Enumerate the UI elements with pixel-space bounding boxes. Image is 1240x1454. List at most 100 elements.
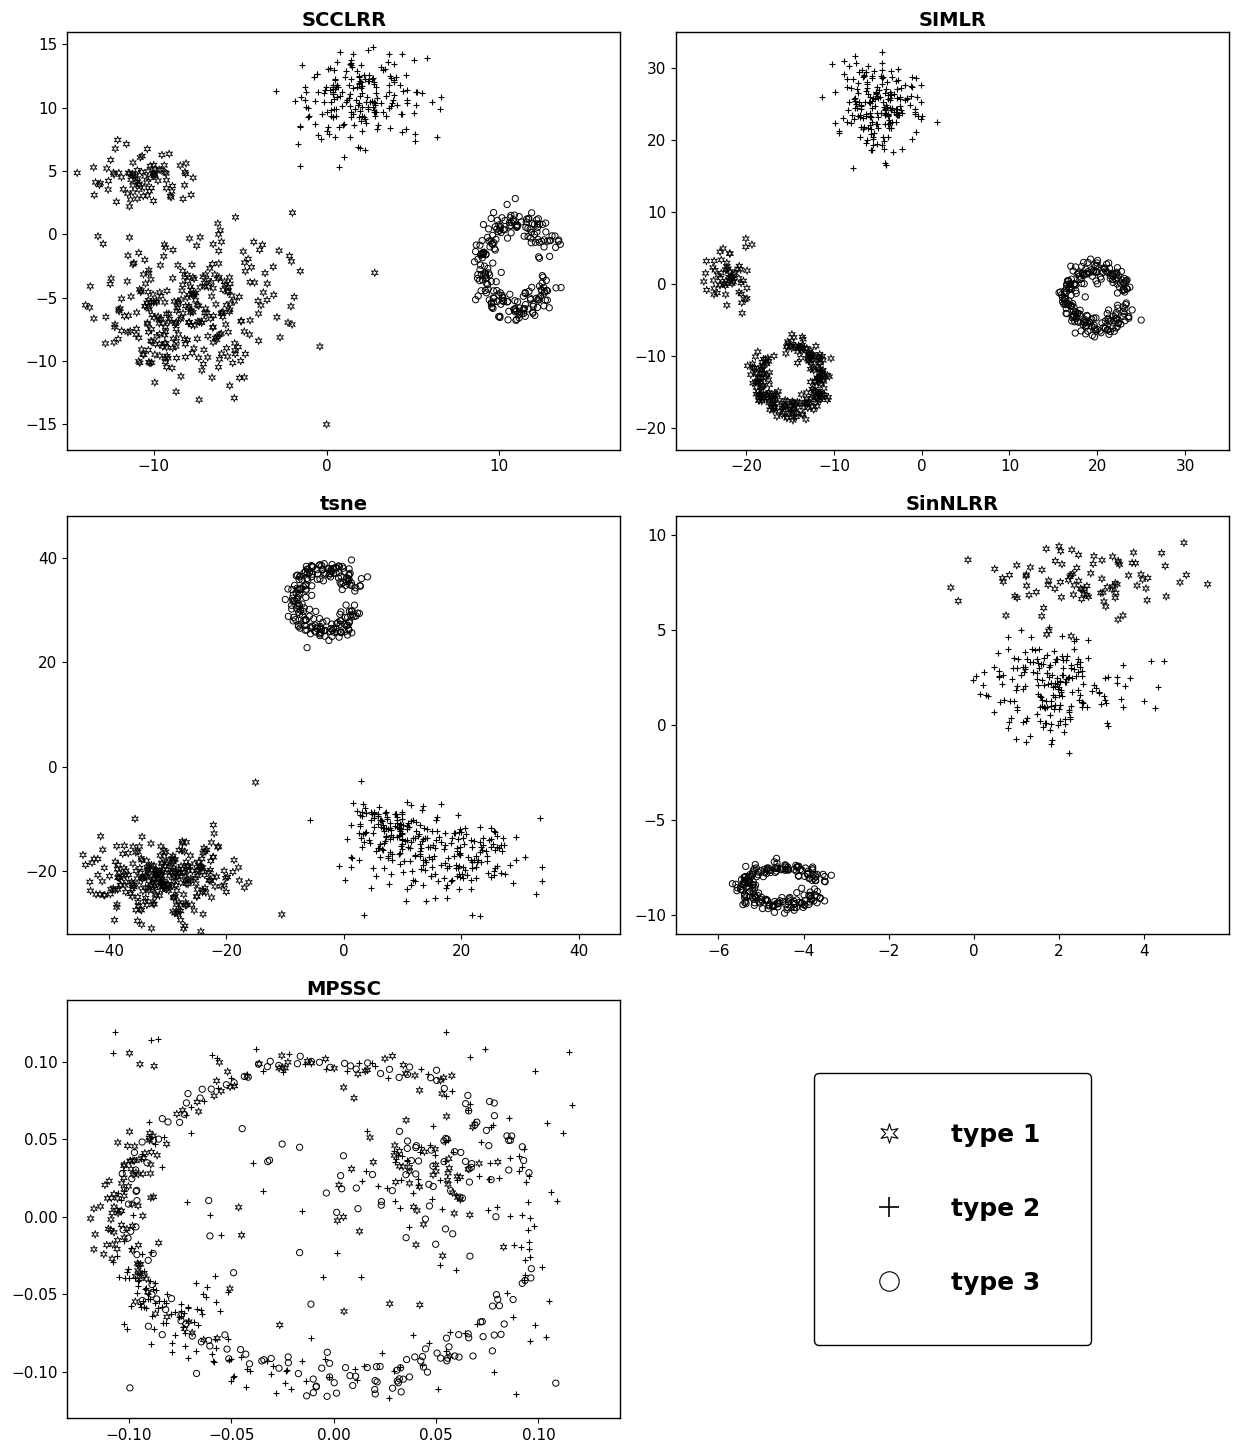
Point	[1037, 662, 1056, 685]
Point	[135, 1296, 155, 1319]
Point	[1154, 648, 1174, 672]
Point	[345, 1358, 365, 1381]
Point	[396, 1061, 415, 1085]
Point	[126, 1243, 146, 1266]
Point	[742, 233, 761, 256]
Point	[1059, 569, 1079, 592]
Point	[118, 244, 138, 268]
Point	[853, 65, 873, 89]
Point	[128, 167, 148, 190]
Point	[310, 334, 330, 358]
Point	[397, 877, 417, 900]
Point	[122, 871, 141, 894]
Point	[446, 1259, 466, 1282]
Point	[870, 102, 890, 125]
Point	[782, 397, 802, 420]
Point	[733, 874, 753, 897]
Point	[461, 849, 481, 872]
Point	[192, 861, 212, 884]
Point	[288, 579, 308, 602]
Point	[808, 382, 828, 406]
Point	[363, 816, 383, 839]
Point	[748, 362, 768, 385]
Point	[304, 1367, 324, 1390]
Point	[527, 212, 547, 236]
Point	[329, 156, 348, 179]
Point	[391, 852, 410, 875]
Point	[470, 840, 490, 864]
Point	[239, 323, 259, 346]
Point	[861, 122, 880, 145]
Point	[802, 858, 822, 881]
Point	[365, 71, 384, 95]
Point	[154, 1290, 174, 1313]
Point	[294, 609, 314, 632]
Point	[866, 87, 885, 111]
Point	[196, 263, 216, 286]
Point	[768, 391, 787, 414]
Point	[1034, 673, 1054, 696]
Point	[135, 1141, 155, 1165]
Point	[373, 58, 393, 81]
Point	[475, 265, 495, 288]
Point	[206, 326, 226, 349]
Point	[427, 806, 446, 829]
Point	[1074, 673, 1094, 696]
Point	[236, 342, 255, 365]
Point	[203, 1349, 223, 1373]
Point	[176, 295, 196, 318]
Point	[392, 803, 412, 826]
Point	[853, 118, 873, 141]
Point	[465, 867, 485, 890]
Point	[308, 80, 327, 103]
Point	[491, 215, 511, 238]
Point	[438, 1128, 458, 1152]
Point	[1086, 320, 1106, 343]
Point	[1115, 310, 1135, 333]
Point	[787, 352, 807, 375]
Point	[397, 1137, 417, 1160]
Point	[155, 350, 175, 374]
Point	[464, 830, 484, 853]
Point	[1198, 573, 1218, 596]
Point	[355, 830, 374, 853]
Point	[1066, 279, 1086, 302]
Point	[350, 814, 370, 838]
Point	[1123, 541, 1143, 564]
Point	[94, 856, 114, 880]
Point	[1078, 262, 1097, 285]
Point	[882, 65, 901, 89]
Point	[551, 233, 570, 256]
Point	[125, 1265, 145, 1288]
Point	[412, 829, 432, 852]
Point	[154, 1312, 174, 1335]
Point	[373, 814, 393, 838]
Point	[149, 158, 169, 182]
Point	[1102, 545, 1122, 569]
Point	[1118, 305, 1138, 329]
Point	[167, 1102, 187, 1125]
Point	[1096, 253, 1116, 276]
Point	[100, 148, 120, 172]
Point	[438, 856, 458, 880]
Point	[458, 846, 477, 869]
Point	[357, 84, 377, 108]
Point	[316, 413, 336, 436]
Point	[810, 887, 830, 910]
Point	[1056, 276, 1076, 300]
Point	[1052, 586, 1071, 609]
Point	[1056, 273, 1076, 297]
Point	[350, 137, 370, 160]
Point	[389, 1140, 409, 1163]
Point	[758, 856, 777, 880]
Point	[301, 554, 321, 577]
Point	[999, 564, 1019, 587]
Point	[905, 97, 925, 121]
Point	[521, 1329, 541, 1352]
Point	[123, 253, 143, 276]
Point	[133, 868, 153, 891]
Point	[760, 361, 780, 384]
Point	[490, 217, 510, 240]
Point	[1106, 307, 1126, 330]
Point	[520, 1245, 539, 1268]
